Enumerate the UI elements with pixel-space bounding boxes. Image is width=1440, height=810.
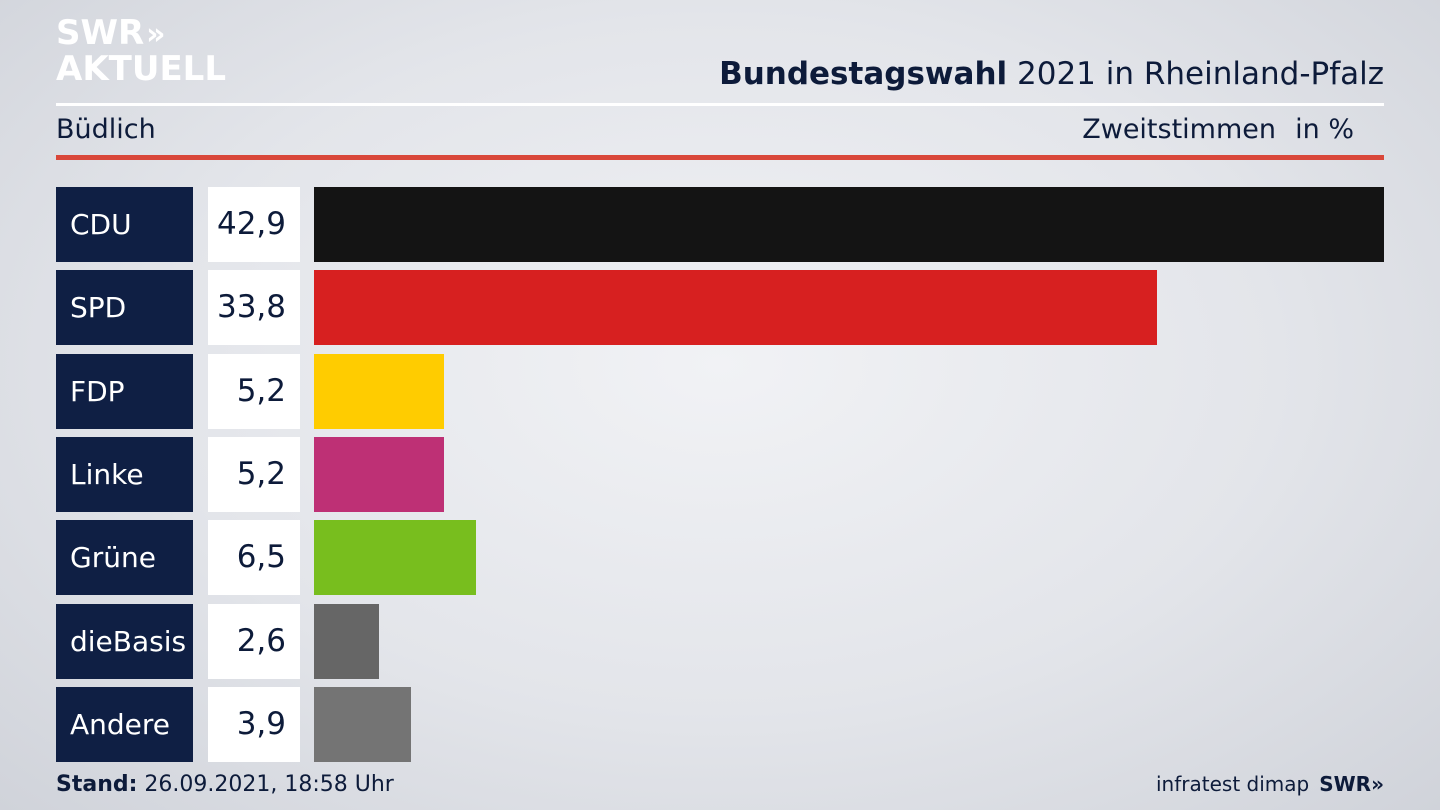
bar bbox=[314, 187, 1384, 262]
bar bbox=[314, 437, 444, 512]
value-label: 5,2 bbox=[208, 437, 300, 512]
bar-row: Andere 3,9 bbox=[0, 687, 1440, 762]
bar-row: SPD 33,8 bbox=[0, 270, 1440, 345]
swr-brand-mark: SWR» bbox=[1319, 772, 1384, 796]
bar-row: CDU 42,9 bbox=[0, 187, 1440, 262]
party-label: FDP bbox=[56, 354, 193, 429]
bar bbox=[314, 354, 444, 429]
header-divider bbox=[56, 103, 1384, 106]
region-name: Büdlich bbox=[56, 114, 156, 145]
value-label: 3,9 bbox=[208, 687, 300, 762]
value-label: 33,8 bbox=[208, 270, 300, 345]
stand-value: 26.09.2021, 18:58 Uhr bbox=[137, 772, 394, 797]
party-label: Grüne bbox=[56, 520, 193, 595]
bar-row: Linke 5,2 bbox=[0, 437, 1440, 512]
party-label: Andere bbox=[56, 687, 193, 762]
chart-title: Bundestagswahl 2021 in Rheinland-Pfalz bbox=[719, 56, 1384, 92]
bar-row: Grüne 6,5 bbox=[0, 520, 1440, 595]
bar-row: FDP 5,2 bbox=[0, 354, 1440, 429]
value-label: 5,2 bbox=[208, 354, 300, 429]
party-label: CDU bbox=[56, 187, 193, 262]
party-label: SPD bbox=[56, 270, 193, 345]
party-label: dieBasis bbox=[56, 604, 193, 679]
logo-chevrons: » bbox=[146, 17, 166, 52]
title-rest: 2021 in Rheinland-Pfalz bbox=[1007, 56, 1384, 92]
value-label: 42,9 bbox=[208, 187, 300, 262]
bar bbox=[314, 604, 379, 679]
logo-line2: AKTUELL bbox=[56, 49, 227, 89]
bar bbox=[314, 687, 411, 762]
bar-row: dieBasis 2,6 bbox=[0, 604, 1440, 679]
logo-line1: SWR bbox=[56, 13, 145, 53]
header-accent-rule bbox=[56, 155, 1384, 160]
title-bold: Bundestagswahl bbox=[719, 56, 1008, 92]
swr-aktuell-logo: SWR» AKTUELL bbox=[56, 16, 226, 86]
source-credit: infratest dimap SWR» bbox=[1156, 772, 1384, 796]
party-label: Linke bbox=[56, 437, 193, 512]
measure-label: Zweitstimmen bbox=[1082, 114, 1276, 145]
value-label: 2,6 bbox=[208, 604, 300, 679]
unit-label: in % bbox=[1295, 114, 1354, 145]
value-label: 6,5 bbox=[208, 520, 300, 595]
bar bbox=[314, 520, 476, 595]
source-label: infratest dimap bbox=[1156, 772, 1310, 796]
bar bbox=[314, 270, 1157, 345]
timestamp: Stand: 26.09.2021, 18:58 Uhr bbox=[56, 772, 394, 797]
stand-label: Stand: bbox=[56, 772, 138, 797]
